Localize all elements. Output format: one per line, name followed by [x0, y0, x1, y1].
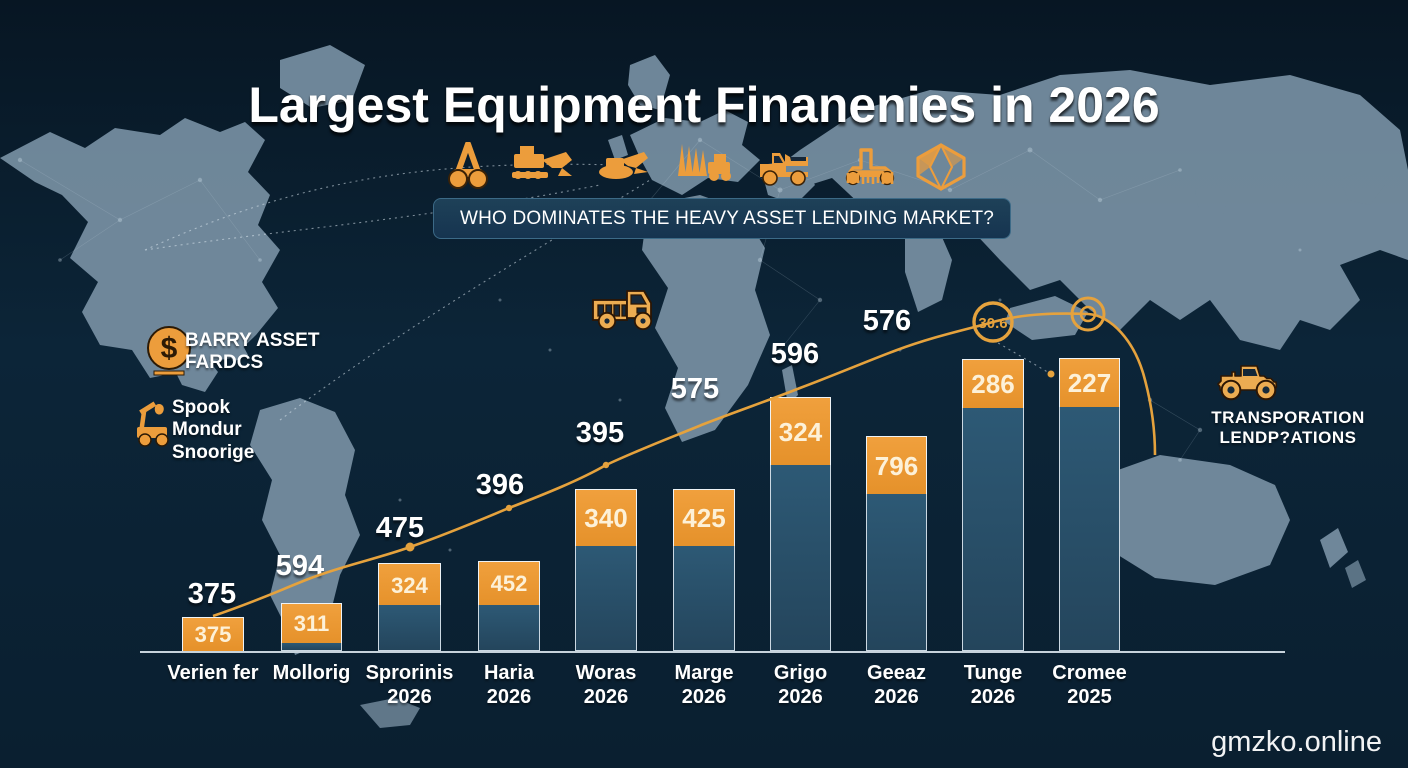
svg-text:30.6: 30.6 [978, 315, 1007, 332]
